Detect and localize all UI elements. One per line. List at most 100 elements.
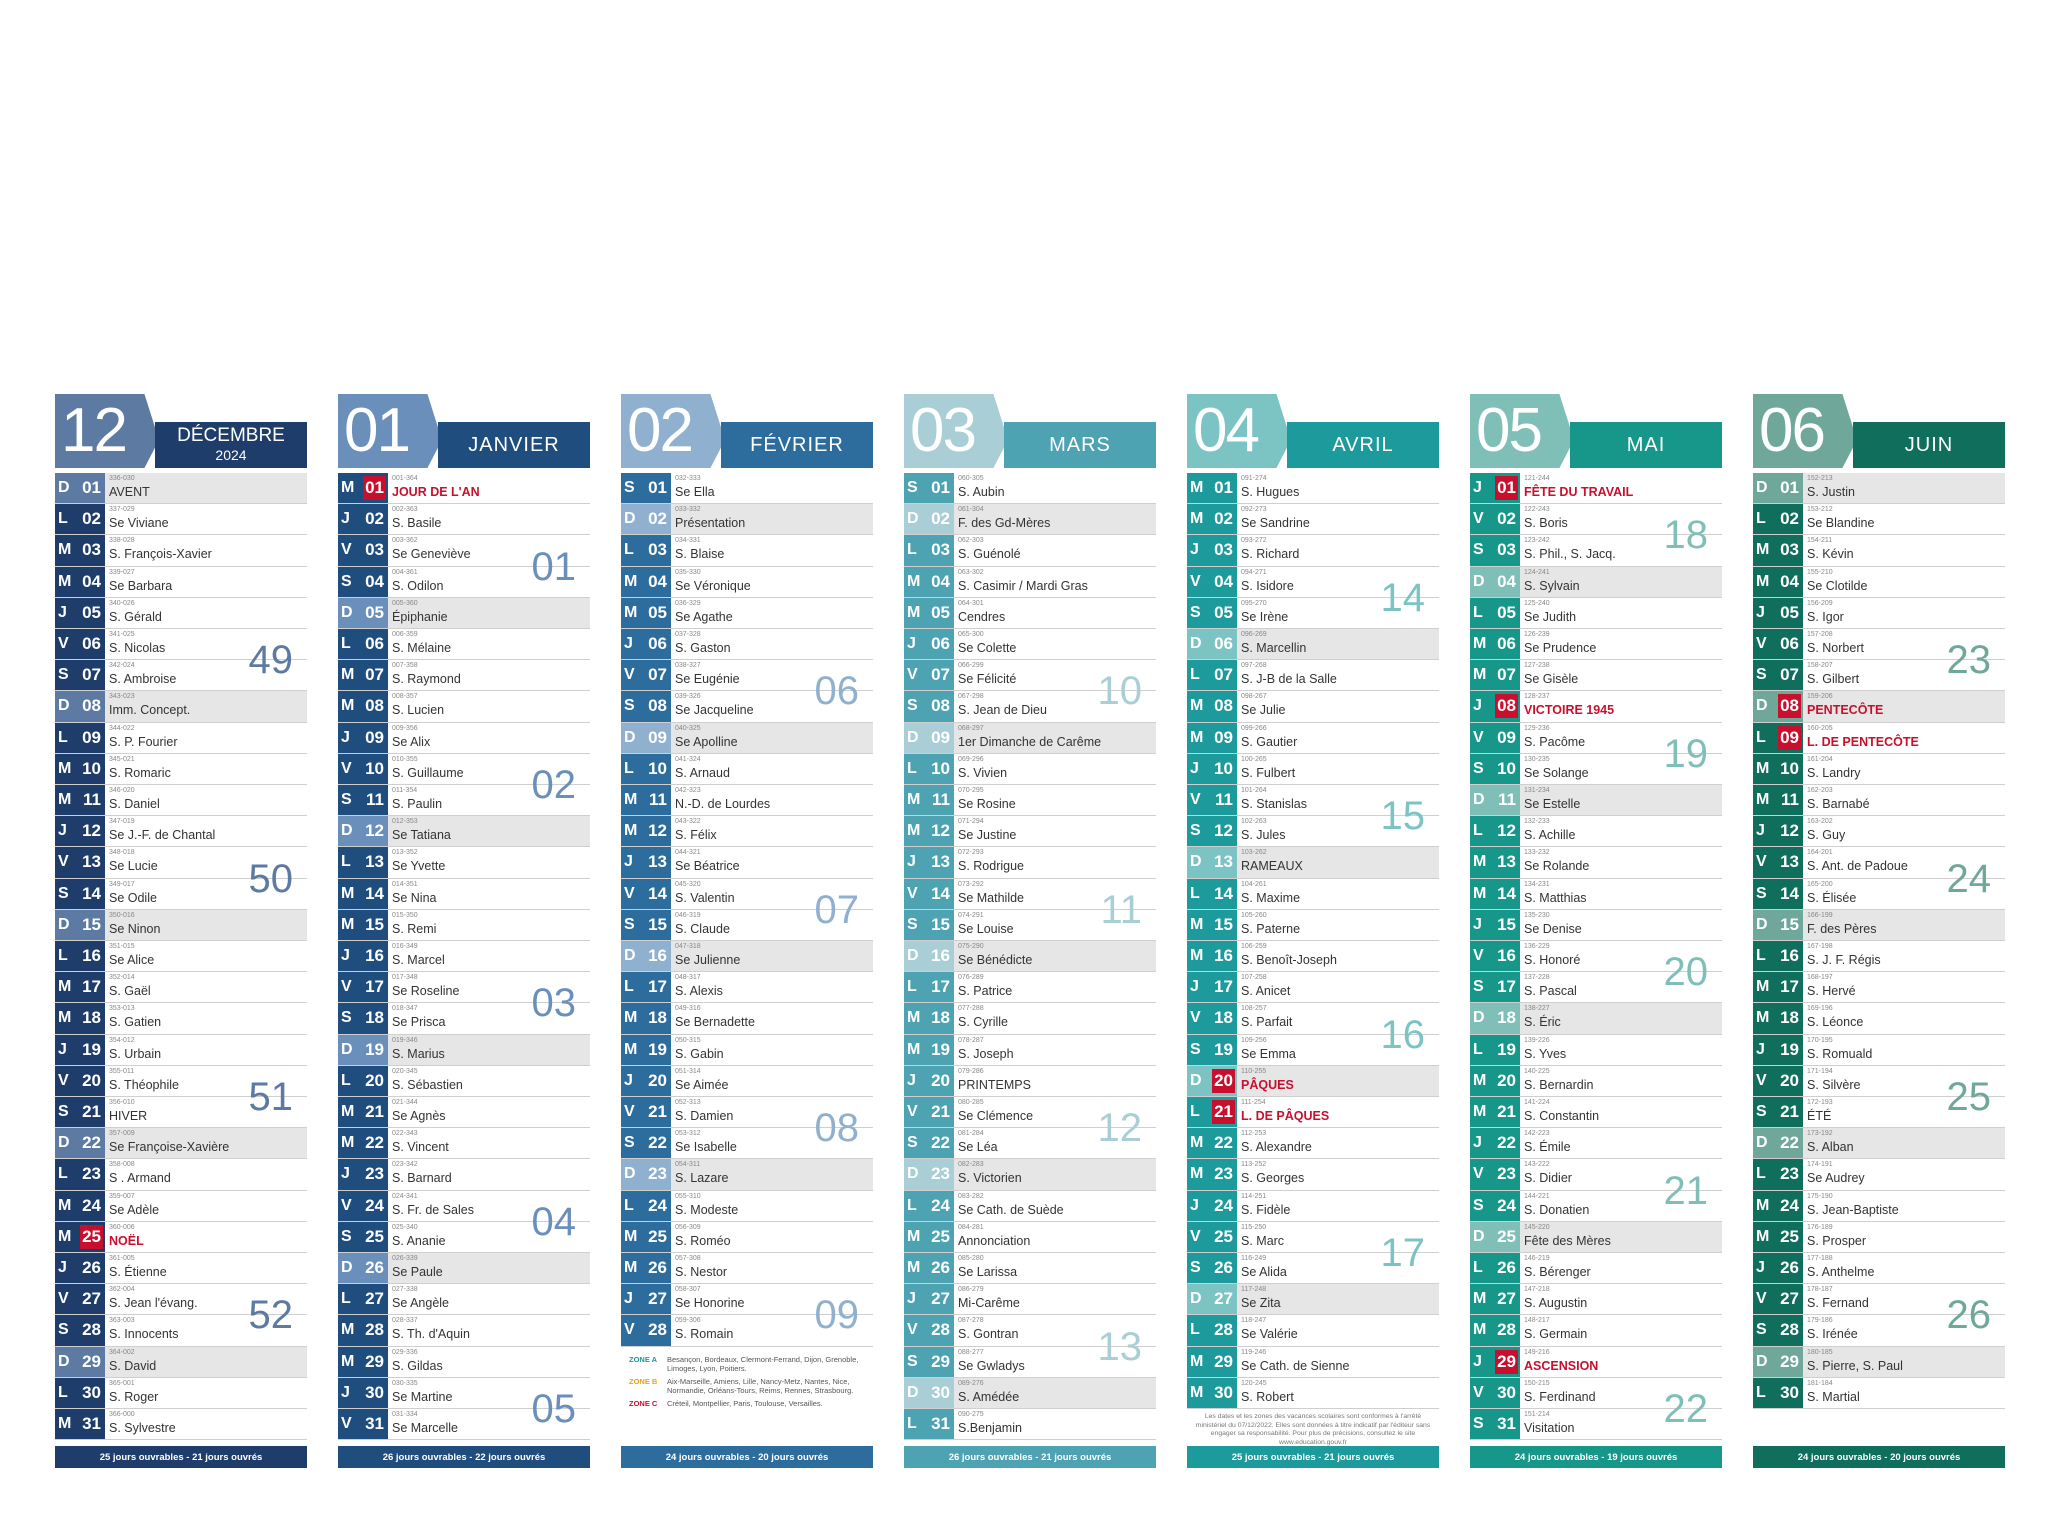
day-box: D 04 (1470, 566, 1520, 597)
day-box: J 23 (338, 1159, 388, 1190)
month-footer: 25 jours ouvrables - 21 jours ouvrés (1187, 1446, 1439, 1468)
day-letter: M (907, 822, 921, 840)
month-name-box: MARS (1004, 422, 1156, 468)
day-number: 24 (365, 1195, 384, 1215)
day-box: S 08 (621, 691, 671, 722)
day-letter: S (1473, 541, 1484, 559)
day-code: 087-278 (958, 1317, 984, 1325)
day-number: 06 (1780, 634, 1799, 653)
day-row: M 18 169-196 S. Léonce (1753, 1003, 2005, 1035)
day-code: 039-326 (675, 693, 701, 701)
day-number: 04 (365, 571, 384, 591)
day-number: 20 (1212, 1068, 1235, 1093)
day-row: D 02 061-304 F. des Gd-Mères (904, 504, 1156, 536)
day-row: L 17 076-289 S. Patrice (904, 972, 1156, 1004)
day-box: D 13 (1187, 847, 1237, 878)
day-saint: S. Alban (1807, 1140, 1854, 1155)
day-code: 122-243 (1524, 506, 1550, 514)
day-row: M 01 091-274 S. Hugues (1187, 473, 1439, 505)
day-number: 16 (365, 946, 384, 965)
day-saint: Imm. Concept. (109, 703, 191, 718)
day-number: 19 (1780, 1039, 1799, 1059)
day-row: S 19 109-256 Se Emma (1187, 1034, 1439, 1066)
day-row: V 20 355-011 S. Théophile (55, 1065, 307, 1097)
day-row: M 25 084-281 Annonciation (904, 1221, 1156, 1253)
day-number: 16 (82, 946, 101, 965)
day-row: V 10 010-355 S. Guillaume (338, 753, 590, 785)
day-saint: S. Th. d'Aquin (392, 1327, 470, 1342)
day-row: J 27 086-279 Mi-Carême (904, 1284, 1156, 1316)
day-letter: S (907, 915, 918, 933)
day-box: S 26 (1187, 1253, 1237, 1284)
day-letter: V (1473, 510, 1484, 528)
day-box: J 09 (338, 722, 388, 753)
day-number: 24 (82, 1195, 101, 1215)
day-code: 093-272 (1241, 537, 1267, 545)
day-letter: L (341, 1290, 351, 1308)
day-code: 178-187 (1807, 1286, 1833, 1294)
day-letter: M (624, 572, 638, 590)
day-saint: S. Norbert (1807, 641, 1864, 655)
day-letter: V (907, 1103, 918, 1120)
day-box: L 10 (621, 753, 671, 784)
day-letter: J (907, 1071, 916, 1089)
day-code: 004-361 (392, 568, 418, 576)
day-box: J 10 (1187, 753, 1237, 784)
day-box: S 28 (55, 1315, 105, 1346)
day-saint: S. Théophile (109, 1077, 179, 1092)
day-saint: Se Estelle (1524, 797, 1581, 811)
day-letter: L (907, 1415, 917, 1432)
day-row: L 28 118-247 Se Valérie (1187, 1315, 1439, 1347)
day-box: L 13 (338, 847, 388, 878)
day-row: D 27 117-248 Se Zita (1187, 1284, 1439, 1316)
day-row: M 04 155-210 Se Clotilde (1753, 566, 2005, 598)
day-box: M 07 (1470, 660, 1520, 691)
day-code: 179-186 (1807, 1317, 1833, 1325)
day-box: M 19 (621, 1034, 671, 1065)
day-code: 129-236 (1524, 724, 1550, 732)
day-box: V 16 (1470, 941, 1520, 972)
day-letter: S (1190, 1259, 1201, 1276)
day-saint: Se Viviane (109, 516, 169, 531)
day-number: 25 (365, 1226, 384, 1246)
day-box: D 29 (55, 1346, 105, 1377)
day-letter: J (1473, 697, 1482, 715)
day-code: 144-221 (1524, 1192, 1550, 1200)
day-code: 350-016 (109, 911, 135, 919)
day-row: S 21 172-193 ÉTÉ (1753, 1097, 2005, 1129)
month-number-box: 12 (55, 394, 159, 468)
day-number: 08 (365, 696, 384, 716)
day-number: 22 (82, 1133, 101, 1153)
day-row: M 26 057-308 S. Nestor (621, 1253, 873, 1285)
day-code: 088-277 (958, 1348, 984, 1356)
day-saint: Se Cath. de Sienne (1241, 1358, 1350, 1373)
day-code: 008-357 (392, 693, 418, 701)
day-box: M 28 (338, 1315, 388, 1346)
day-code: 128-237 (1524, 693, 1550, 701)
day-row: M 10 161-204 S. Landry (1753, 753, 2005, 785)
day-letter: D (624, 510, 636, 528)
day-letter: V (341, 978, 352, 996)
day-code: 070-295 (958, 787, 984, 794)
day-letter: M (58, 978, 72, 996)
day-code: 340-026 (109, 599, 135, 607)
day-letter: S (1473, 1415, 1484, 1432)
day-saint: Se Zita (1241, 1296, 1281, 1311)
day-box: J 22 (1470, 1128, 1520, 1159)
day-saint: Se Léa (958, 1140, 998, 1155)
day-saint: F. des Gd-Mères (958, 516, 1051, 531)
day-letter: J (1190, 1196, 1199, 1214)
day-box: M 04 (904, 566, 954, 597)
day-number: 25 (1497, 1226, 1516, 1246)
day-row: J 10 100-265 S. Fulbert (1187, 753, 1439, 785)
day-saint: Se Alix (392, 734, 431, 749)
day-number: 28 (648, 1320, 667, 1340)
day-letter: V (624, 1321, 635, 1339)
month-number: 03 (910, 396, 977, 465)
week-number: 10 (1097, 669, 1143, 714)
day-box: M 08 (338, 691, 388, 722)
day-box: M 13 (1470, 847, 1520, 878)
day-code: 361-005 (109, 1255, 135, 1262)
day-box: J 12 (1753, 816, 1803, 847)
day-letter: S (907, 1134, 918, 1152)
